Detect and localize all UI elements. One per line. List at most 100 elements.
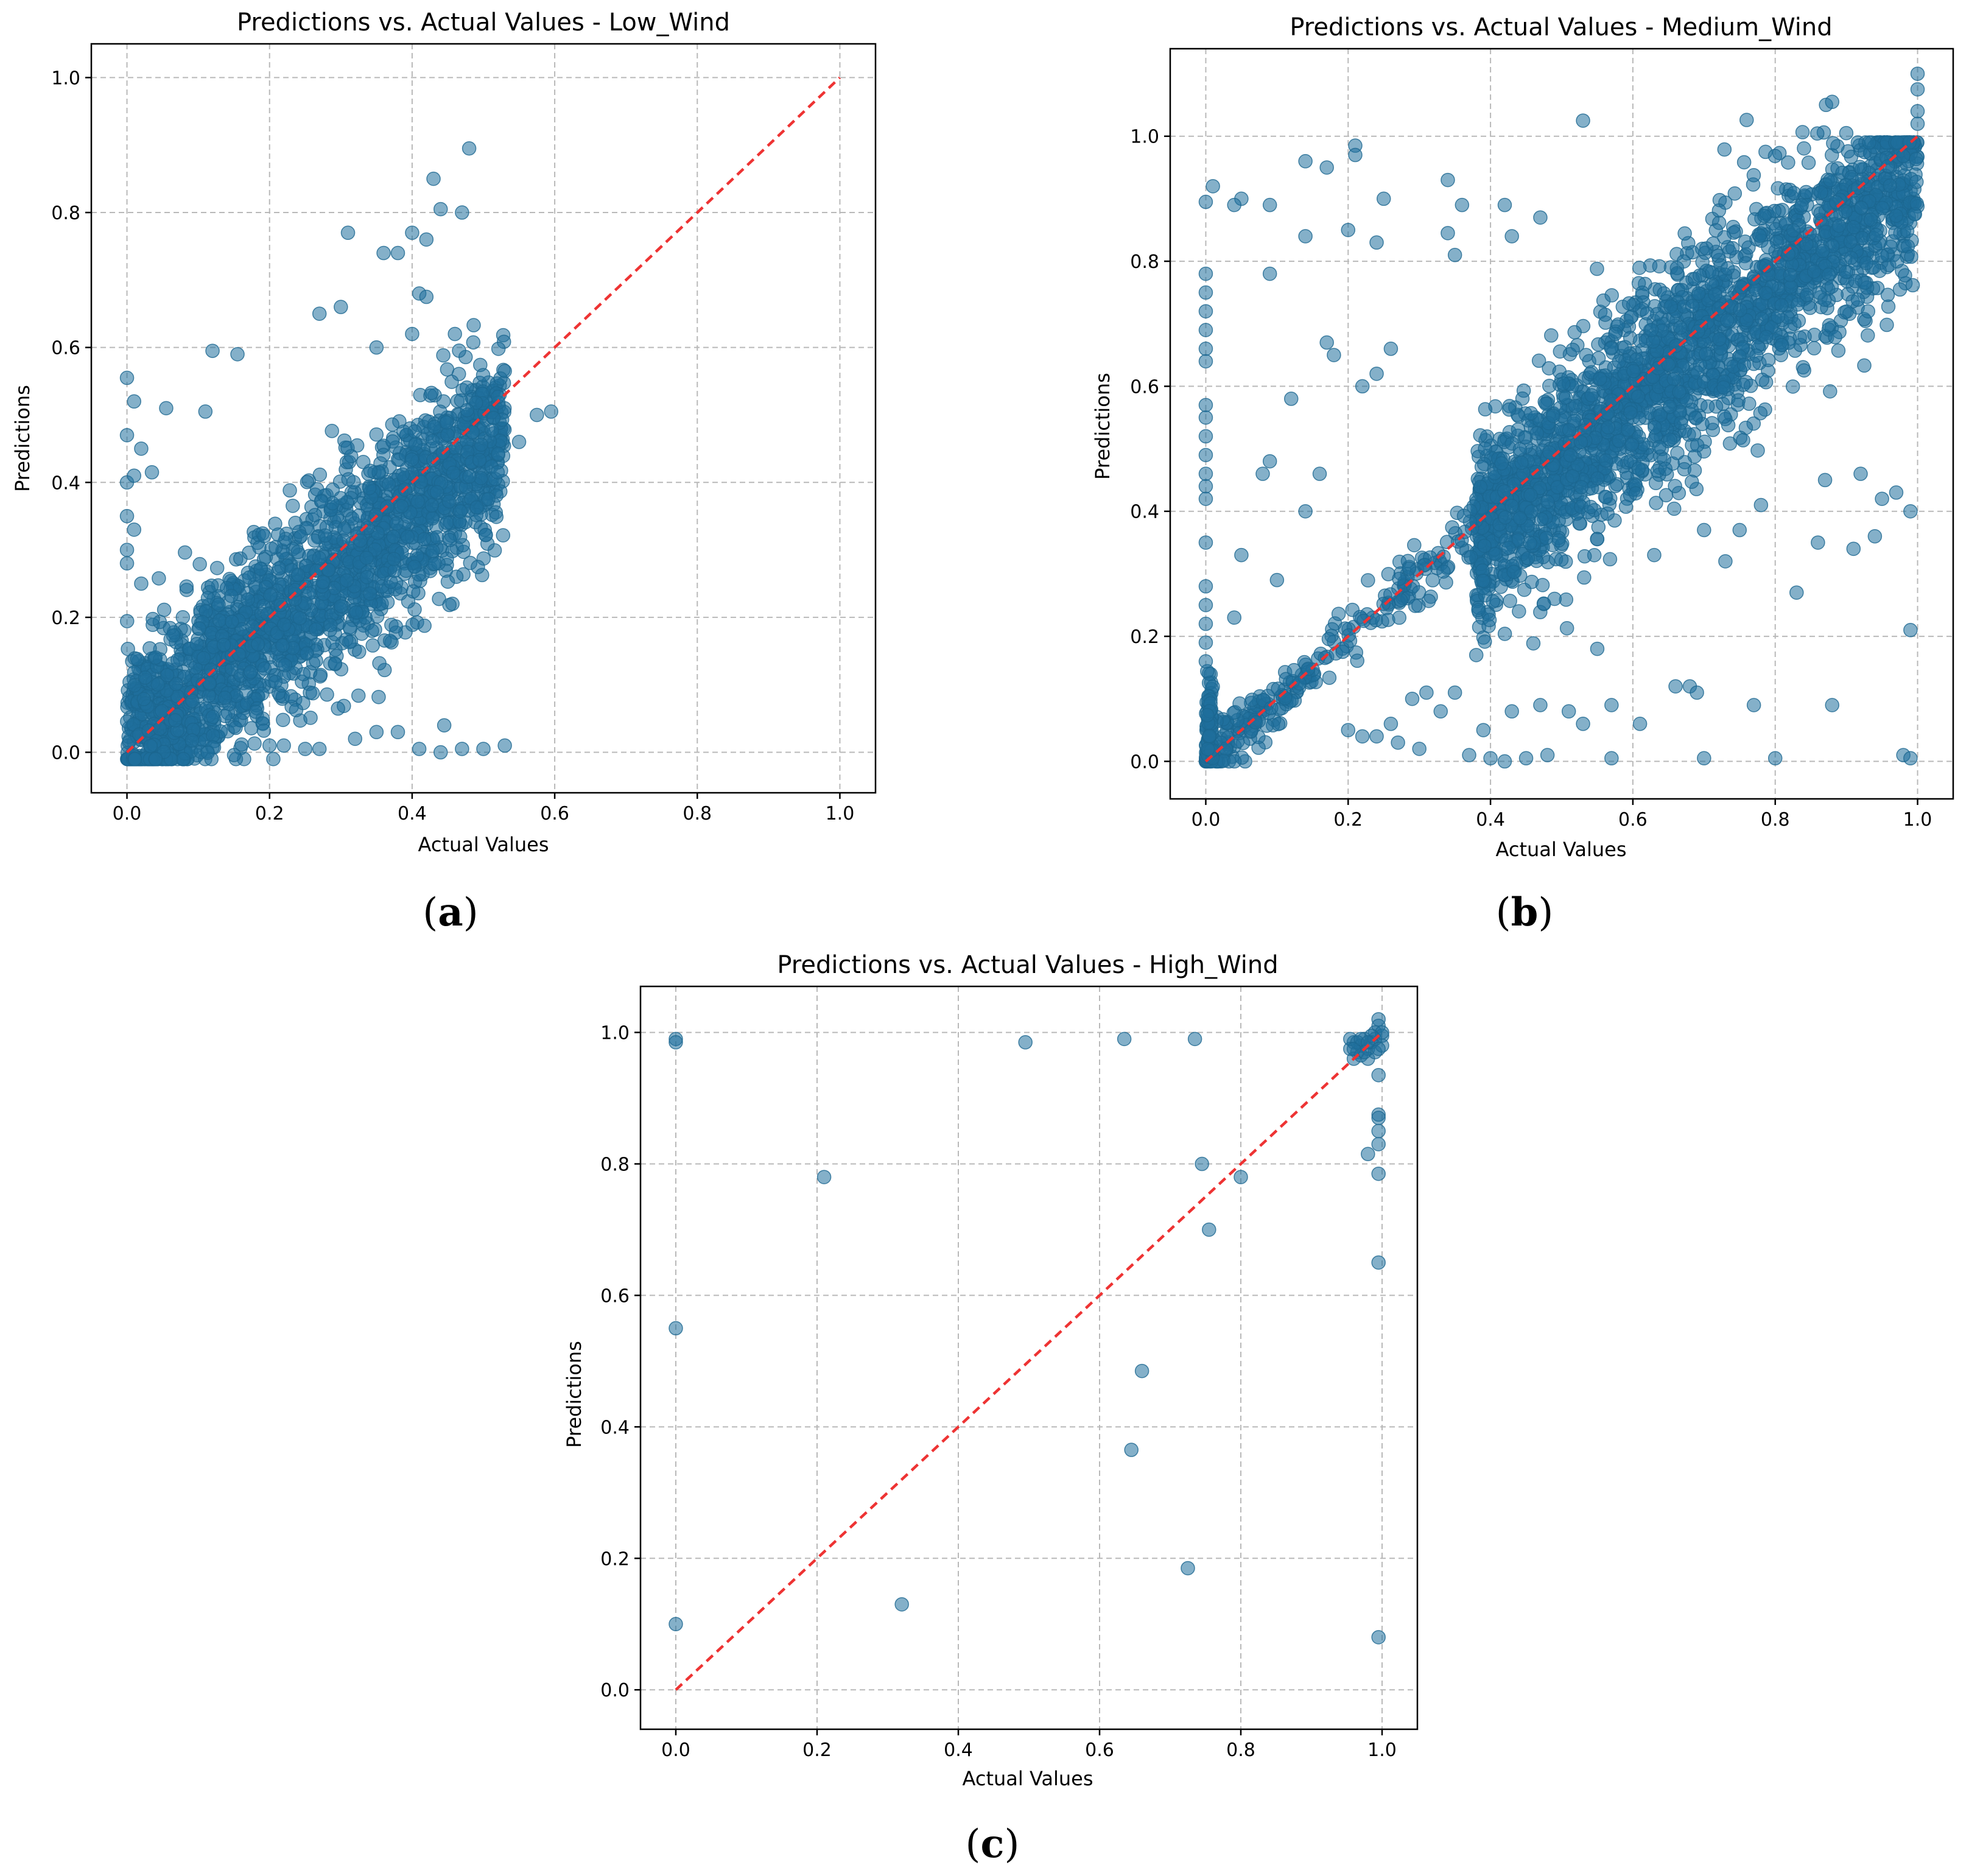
data-point bbox=[225, 614, 239, 629]
data-point bbox=[211, 597, 226, 612]
data-point bbox=[1771, 181, 1786, 195]
data-point bbox=[489, 510, 504, 524]
data-point bbox=[442, 533, 457, 547]
data-point bbox=[408, 437, 423, 452]
data-point bbox=[226, 748, 242, 762]
data-point bbox=[1795, 125, 1810, 139]
data-point bbox=[1598, 453, 1613, 468]
data-point bbox=[425, 511, 440, 525]
data-point bbox=[1512, 442, 1528, 457]
data-point bbox=[455, 205, 469, 220]
data-point bbox=[1890, 254, 1904, 269]
data-point bbox=[351, 688, 366, 703]
data-point bbox=[459, 380, 474, 395]
data-point bbox=[1857, 275, 1872, 290]
data-point bbox=[1699, 346, 1713, 361]
data-point bbox=[342, 634, 357, 650]
data-point bbox=[359, 550, 374, 565]
data-point bbox=[289, 703, 304, 718]
data-point bbox=[1831, 218, 1847, 233]
data-point bbox=[405, 225, 419, 241]
data-point bbox=[1476, 574, 1490, 588]
data-point bbox=[1736, 357, 1752, 373]
data-point bbox=[1494, 456, 1509, 471]
data-point bbox=[390, 725, 405, 740]
data-point bbox=[1812, 285, 1827, 300]
data-point bbox=[1497, 627, 1512, 641]
data-point bbox=[277, 617, 292, 632]
data-point bbox=[1554, 552, 1569, 567]
data-point bbox=[1628, 486, 1643, 501]
data-point bbox=[1717, 409, 1732, 424]
data-point bbox=[1539, 530, 1554, 546]
data-point bbox=[1632, 261, 1647, 275]
data-point bbox=[1456, 508, 1472, 523]
data-point bbox=[146, 611, 160, 627]
data-point bbox=[218, 709, 233, 723]
data-point bbox=[202, 675, 217, 690]
data-point bbox=[1717, 230, 1732, 245]
data-point bbox=[1506, 564, 1521, 579]
data-point bbox=[312, 467, 328, 482]
data-point bbox=[127, 468, 142, 483]
data-point bbox=[469, 500, 484, 515]
data-point bbox=[436, 348, 451, 363]
data-point bbox=[250, 637, 265, 652]
data-point bbox=[1540, 494, 1555, 509]
data-point bbox=[128, 751, 142, 767]
data-point bbox=[1758, 286, 1773, 301]
data-point bbox=[462, 469, 477, 484]
data-point bbox=[303, 711, 318, 725]
data-point bbox=[312, 742, 327, 756]
data-point bbox=[1892, 282, 1908, 297]
data-point bbox=[365, 624, 379, 638]
caption-a: (a) bbox=[423, 890, 478, 935]
data-point bbox=[276, 738, 291, 753]
data-point bbox=[446, 465, 461, 480]
data-point bbox=[1514, 455, 1529, 470]
data-point bbox=[530, 407, 544, 423]
data-point bbox=[143, 739, 158, 753]
data-point bbox=[1746, 167, 1761, 183]
data-point bbox=[1618, 340, 1632, 354]
data-point bbox=[275, 638, 290, 653]
data-point bbox=[228, 720, 243, 736]
data-point bbox=[1909, 196, 1924, 211]
data-point bbox=[1598, 307, 1613, 322]
data-point bbox=[278, 658, 292, 673]
data-point bbox=[1821, 267, 1836, 282]
data-point bbox=[1774, 337, 1789, 353]
data-point bbox=[1797, 141, 1811, 156]
data-point bbox=[440, 427, 455, 442]
data-point bbox=[400, 529, 415, 544]
data-point bbox=[424, 498, 440, 513]
data-point bbox=[334, 300, 348, 314]
data-point bbox=[334, 599, 348, 614]
data-point bbox=[1823, 173, 1837, 188]
data-point bbox=[212, 613, 227, 628]
data-point bbox=[1652, 259, 1667, 274]
chart-title: Predictions vs. Actual Values - Low_Wind bbox=[237, 9, 730, 37]
data-point bbox=[328, 656, 342, 671]
data-point bbox=[1674, 415, 1688, 430]
y-tick-label: 0.2 bbox=[51, 608, 80, 629]
data-point bbox=[298, 742, 313, 756]
data-point bbox=[325, 424, 339, 438]
data-point bbox=[243, 664, 258, 680]
scatter-points bbox=[1198, 66, 1925, 769]
data-point bbox=[119, 427, 135, 443]
data-point bbox=[1232, 696, 1247, 711]
data-point bbox=[340, 440, 355, 455]
data-point bbox=[305, 686, 320, 701]
data-point bbox=[1725, 327, 1740, 342]
data-point bbox=[1620, 422, 1635, 437]
data-point bbox=[1411, 585, 1427, 600]
data-point bbox=[376, 448, 391, 462]
data-point bbox=[388, 619, 403, 634]
data-point bbox=[127, 522, 142, 537]
data-point bbox=[1823, 384, 1837, 399]
data-point bbox=[382, 633, 398, 648]
data-point bbox=[1618, 499, 1634, 514]
data-point bbox=[271, 527, 286, 542]
data-point bbox=[216, 638, 231, 652]
